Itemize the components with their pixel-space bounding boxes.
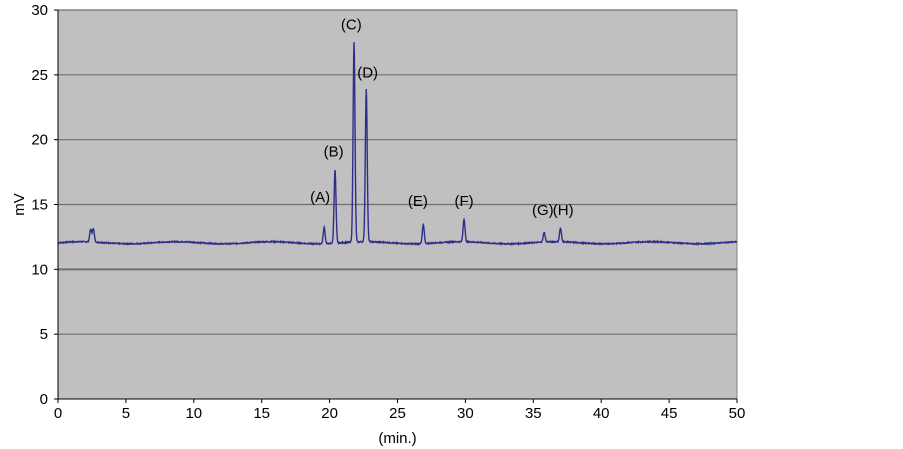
gridlines bbox=[58, 9, 737, 335]
peak-label: (F) bbox=[454, 193, 473, 210]
peak-label: (C) bbox=[341, 16, 362, 33]
x-tick-label: 35 bbox=[525, 405, 542, 422]
peak-label: (D) bbox=[357, 64, 378, 81]
y-tick-label: 20 bbox=[31, 132, 48, 149]
x-tick-label: 20 bbox=[321, 405, 338, 422]
y-tick-label: 25 bbox=[31, 67, 48, 84]
y-tick-label: 0 bbox=[40, 391, 48, 408]
peak-label: (A) bbox=[310, 189, 330, 206]
x-tick-label: 10 bbox=[185, 405, 202, 422]
peak-label: (E) bbox=[408, 193, 428, 210]
x-tick-label: 15 bbox=[253, 405, 270, 422]
y-tick-label: 10 bbox=[31, 261, 48, 278]
axis-ticks: 0 5 10 15 20 25 30 0 5 10 15 20 25 30 35 40 45 50 bbox=[31, 2, 745, 422]
x-axis-label: (min.) bbox=[378, 430, 416, 447]
peak-labels: (A) (B) (C) (D) (E) (F) (G) (H) bbox=[310, 16, 573, 218]
y-tick-label: 15 bbox=[31, 197, 48, 214]
x-tick-label: 45 bbox=[661, 405, 678, 422]
peak-label: (B) bbox=[324, 144, 344, 161]
peak-label: (H) bbox=[553, 202, 574, 219]
y-tick-label: 5 bbox=[40, 326, 48, 343]
x-tick-label: 25 bbox=[389, 405, 406, 422]
peak-label: (G) bbox=[532, 202, 554, 219]
y-axis-label: mV bbox=[11, 193, 28, 216]
x-tick-label: 5 bbox=[122, 405, 130, 422]
x-tick-label: 0 bbox=[54, 405, 62, 422]
x-tick-label: 30 bbox=[457, 405, 474, 422]
signal-trace bbox=[57, 42, 738, 247]
y-tick-label: 30 bbox=[31, 2, 48, 19]
x-tick-label: 40 bbox=[593, 405, 610, 422]
x-tick-label: 50 bbox=[729, 405, 746, 422]
